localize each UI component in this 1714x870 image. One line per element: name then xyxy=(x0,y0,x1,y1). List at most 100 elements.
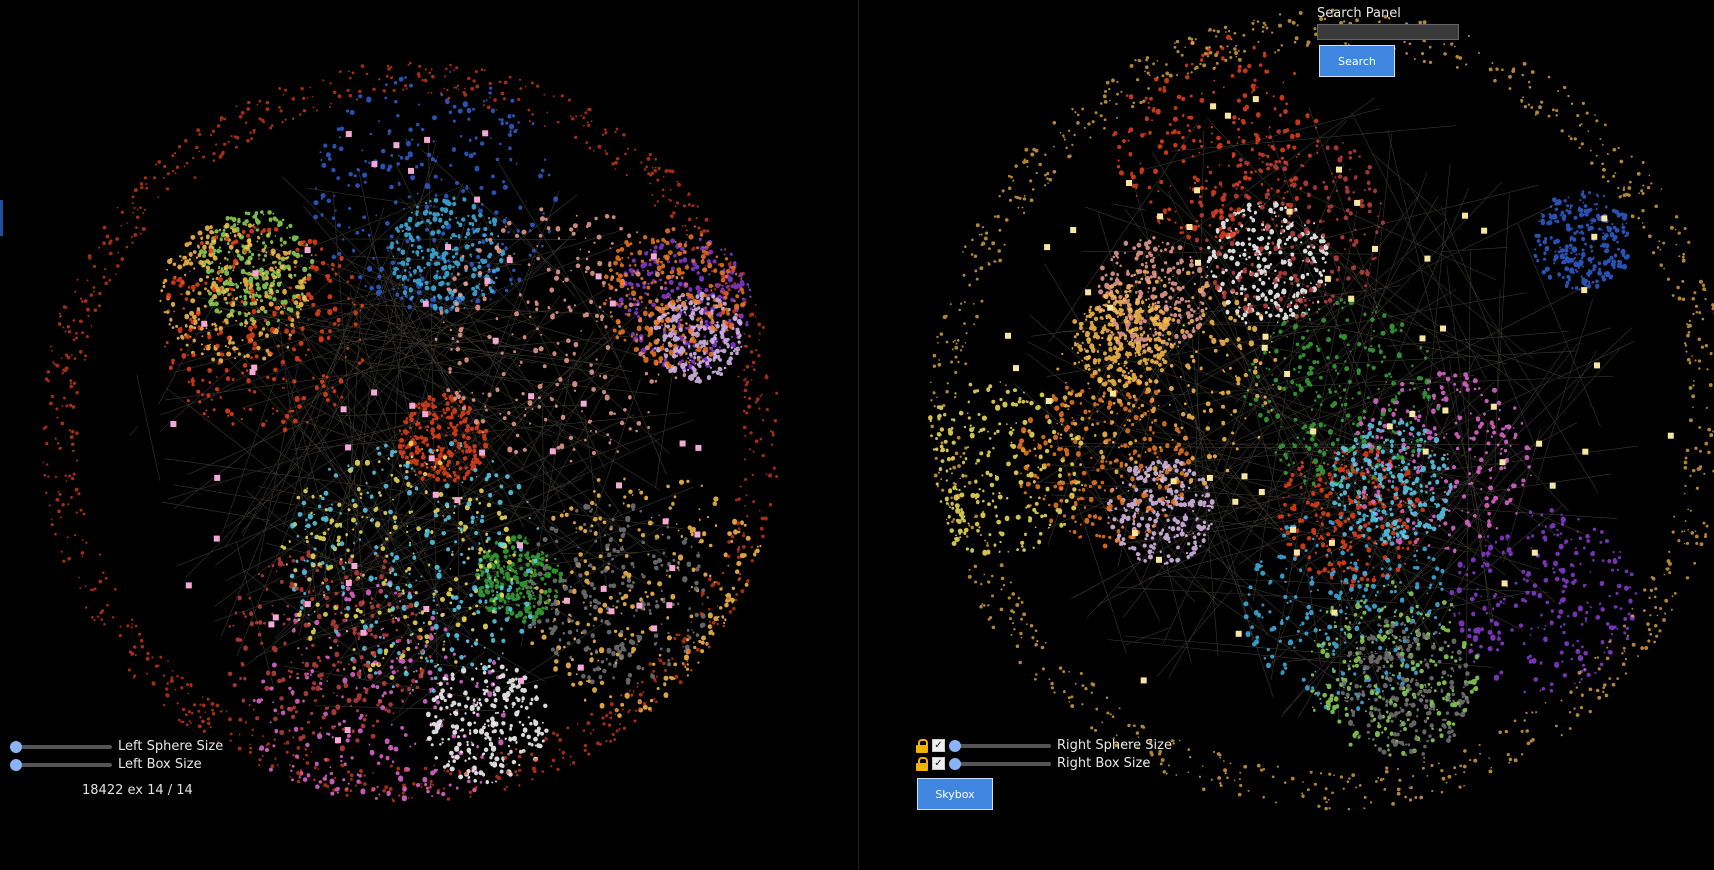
node-cluster xyxy=(1353,371,1532,554)
left-sphere-size-slider[interactable] xyxy=(10,740,112,753)
box-node xyxy=(428,455,435,462)
box-node xyxy=(1044,244,1051,251)
node-counter: 18422 ex 14 / 14 xyxy=(82,783,193,798)
box-node xyxy=(694,531,701,538)
box-node xyxy=(1232,498,1239,505)
box-node xyxy=(651,625,658,632)
right-sphere-size-slider[interactable] xyxy=(949,739,1051,752)
box-node xyxy=(1310,428,1317,435)
box-node xyxy=(1336,166,1342,173)
lock-icon[interactable] xyxy=(916,739,928,753)
edge-tab xyxy=(0,200,3,236)
right-box-size-label: Right Box Size xyxy=(1057,756,1151,771)
box-node xyxy=(517,542,523,549)
node-cluster xyxy=(1206,201,1329,325)
box-node xyxy=(695,444,702,451)
box-node xyxy=(345,131,352,138)
box-node xyxy=(1045,398,1052,404)
box-node xyxy=(1109,390,1116,397)
box-node xyxy=(1224,112,1231,119)
node-cluster xyxy=(313,71,559,311)
box-node xyxy=(1581,287,1588,294)
box-node xyxy=(408,167,414,174)
graph-nodes xyxy=(42,61,779,803)
box-node xyxy=(214,474,221,481)
box-node xyxy=(1210,103,1217,110)
box-node xyxy=(252,270,259,277)
box-node xyxy=(335,737,341,744)
box-node xyxy=(577,664,584,671)
box-node xyxy=(1235,630,1242,637)
node-cluster xyxy=(1310,580,1480,757)
box-markers xyxy=(170,130,702,744)
node-cluster xyxy=(1112,34,1320,240)
box-node xyxy=(528,393,535,400)
box-node xyxy=(608,608,615,615)
search-button[interactable]: Search xyxy=(1319,45,1395,77)
checkbox-icon[interactable]: ✓ xyxy=(932,757,945,770)
box-node xyxy=(1331,609,1338,616)
checkbox-icon[interactable]: ✓ xyxy=(932,739,945,752)
box-node xyxy=(549,448,556,455)
box-node xyxy=(609,300,616,307)
node-cluster xyxy=(1533,190,1630,291)
box-node xyxy=(1290,526,1296,533)
box-node xyxy=(1324,275,1331,282)
box-node xyxy=(170,421,177,427)
left-sphere-size-label: Left Sphere Size xyxy=(118,739,224,754)
box-node xyxy=(304,247,311,254)
box-node xyxy=(432,491,439,498)
box-node xyxy=(580,400,587,407)
box-node xyxy=(251,364,258,371)
box-node xyxy=(423,606,430,612)
right-box-size-control: ✓ Right Box Size xyxy=(916,756,1150,771)
box-node xyxy=(409,402,416,409)
box-node xyxy=(1126,180,1132,186)
box-node xyxy=(249,369,256,376)
slider-thumb[interactable] xyxy=(10,740,22,753)
box-node xyxy=(616,482,622,489)
box-node xyxy=(1258,489,1265,495)
left-network-graph[interactable] xyxy=(0,0,858,870)
box-node xyxy=(1206,474,1213,481)
box-node xyxy=(344,727,351,733)
slider-thumb[interactable] xyxy=(10,758,22,771)
lock-icon[interactable] xyxy=(916,757,928,771)
box-node xyxy=(345,580,352,586)
left-box-size-slider[interactable] xyxy=(10,758,112,771)
slider-thumb[interactable] xyxy=(949,757,961,770)
box-node xyxy=(1085,289,1092,296)
right-box-size-slider[interactable] xyxy=(949,757,1051,770)
node-cluster xyxy=(528,477,762,718)
box-node xyxy=(1131,530,1138,537)
node-cluster xyxy=(1329,419,1453,545)
box-markers xyxy=(1005,96,1674,684)
box-node xyxy=(1262,333,1269,340)
box-node xyxy=(679,440,686,447)
box-node xyxy=(201,320,208,327)
node-cluster xyxy=(1340,619,1470,757)
box-node xyxy=(1601,215,1608,222)
box-node xyxy=(1536,440,1543,447)
box-node xyxy=(1070,227,1077,233)
box-node xyxy=(371,389,378,396)
box-node xyxy=(1419,335,1426,342)
box-node xyxy=(518,677,524,684)
left-box-size-control: Left Box Size xyxy=(10,757,202,772)
right-graph-view[interactable] xyxy=(859,0,1714,870)
box-node xyxy=(1422,448,1429,455)
slider-thumb[interactable] xyxy=(949,739,961,752)
box-node xyxy=(506,257,513,264)
box-node xyxy=(1107,304,1114,311)
box-node xyxy=(1386,423,1393,430)
box-node xyxy=(424,136,431,143)
search-input[interactable] xyxy=(1317,24,1459,40)
rim-nodes xyxy=(929,8,1714,811)
box-node xyxy=(1372,245,1378,252)
box-node xyxy=(1241,473,1248,480)
box-node xyxy=(1140,677,1147,684)
box-node xyxy=(345,444,352,451)
skybox-button[interactable]: Skybox xyxy=(917,778,993,810)
right-network-graph[interactable] xyxy=(859,0,1714,870)
left-graph-view[interactable] xyxy=(0,0,858,870)
